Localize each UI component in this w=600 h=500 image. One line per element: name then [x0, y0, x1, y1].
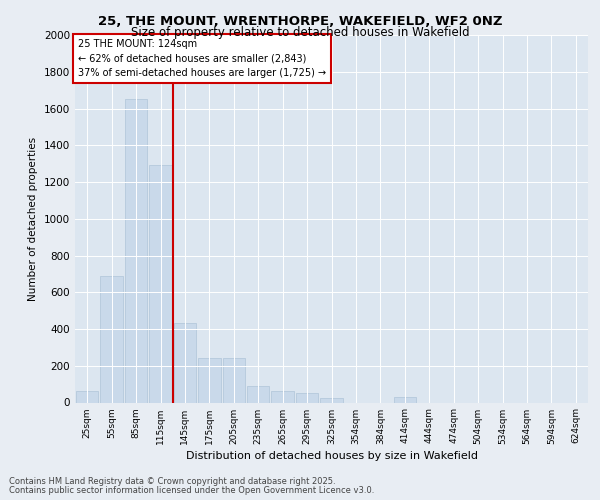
Text: 25 THE MOUNT: 124sqm
← 62% of detached houses are smaller (2,843)
37% of semi-de: 25 THE MOUNT: 124sqm ← 62% of detached h… — [77, 38, 326, 78]
Bar — [271, 390, 294, 402]
Bar — [247, 386, 269, 402]
Bar — [149, 166, 172, 402]
Bar — [320, 398, 343, 402]
Text: Size of property relative to detached houses in Wakefield: Size of property relative to detached ho… — [131, 26, 469, 39]
Bar — [296, 394, 319, 402]
Bar — [223, 358, 245, 403]
Text: Contains HM Land Registry data © Crown copyright and database right 2025.: Contains HM Land Registry data © Crown c… — [9, 477, 335, 486]
Bar — [125, 100, 148, 403]
Bar — [394, 397, 416, 402]
Text: Contains public sector information licensed under the Open Government Licence v3: Contains public sector information licen… — [9, 486, 374, 495]
Bar — [100, 276, 123, 402]
Bar — [76, 390, 98, 402]
Bar — [198, 358, 221, 403]
X-axis label: Distribution of detached houses by size in Wakefield: Distribution of detached houses by size … — [185, 450, 478, 460]
Y-axis label: Number of detached properties: Number of detached properties — [28, 136, 38, 301]
Bar — [173, 324, 196, 402]
Text: 25, THE MOUNT, WRENTHORPE, WAKEFIELD, WF2 0NZ: 25, THE MOUNT, WRENTHORPE, WAKEFIELD, WF… — [98, 15, 502, 28]
